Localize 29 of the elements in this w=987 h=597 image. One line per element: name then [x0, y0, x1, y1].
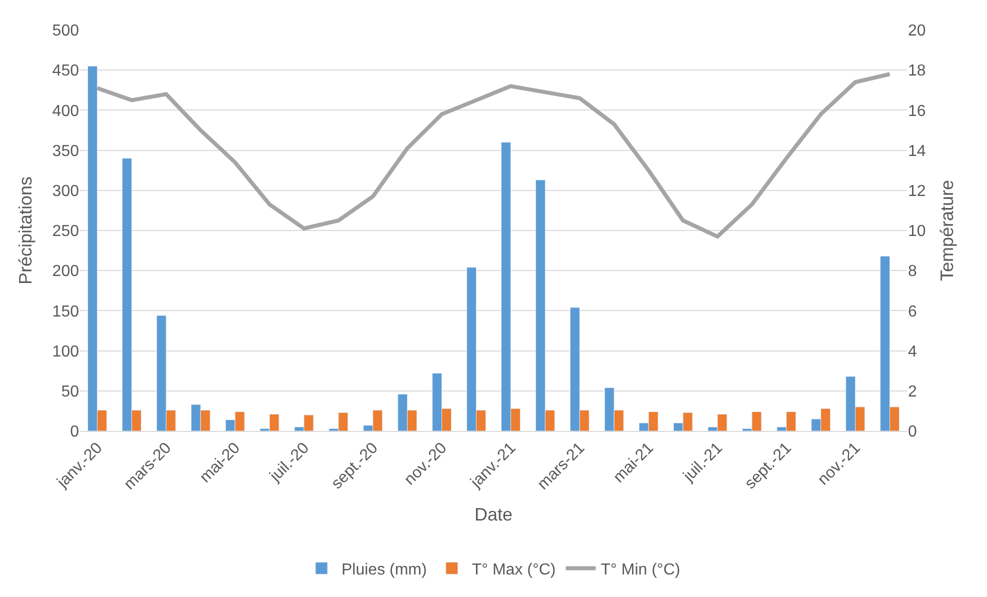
legend-label: Pluies (mm) [342, 561, 427, 578]
y-tick-label: 100 [52, 343, 80, 360]
y2-tick-label: 4 [908, 343, 917, 360]
y-tick-label: 300 [52, 183, 80, 200]
y-tick-label: 350 [52, 142, 80, 160]
y2-tick-label: 14 [908, 142, 926, 160]
y2-tick-label: 18 [908, 62, 926, 80]
y2-tick-label: 6 [908, 303, 917, 320]
y-tick-label: 50 [61, 384, 80, 400]
legend-label: T° Max (°C) [472, 561, 556, 578]
y2-tick-label: 10 [908, 223, 926, 240]
y2-tick-label: 8 [908, 263, 917, 280]
x-axis-title: Date [474, 504, 513, 524]
y2-tick-label: 16 [908, 102, 926, 120]
y2-tick-label: 20 [908, 22, 926, 40]
y2-tick-label: 0 [908, 424, 917, 441]
legend-label: T° Min (°C) [600, 561, 680, 578]
y-tick-label: 250 [52, 223, 80, 240]
y-axis-title: Précipitations [15, 176, 36, 285]
y-tick-label: 0 [70, 424, 80, 441]
y2-axis-title: Température [937, 180, 957, 282]
y-tick-label: 150 [52, 303, 80, 320]
y-tick-label: 400 [52, 102, 80, 120]
y2-tick-label: 2 [908, 384, 917, 400]
line-series [95, 72, 892, 239]
y-tick-label: 450 [52, 62, 80, 80]
y-tick-label: 200 [52, 263, 80, 280]
y2-tick-label: 12 [908, 183, 926, 200]
y-tick-label: 500 [52, 22, 80, 40]
